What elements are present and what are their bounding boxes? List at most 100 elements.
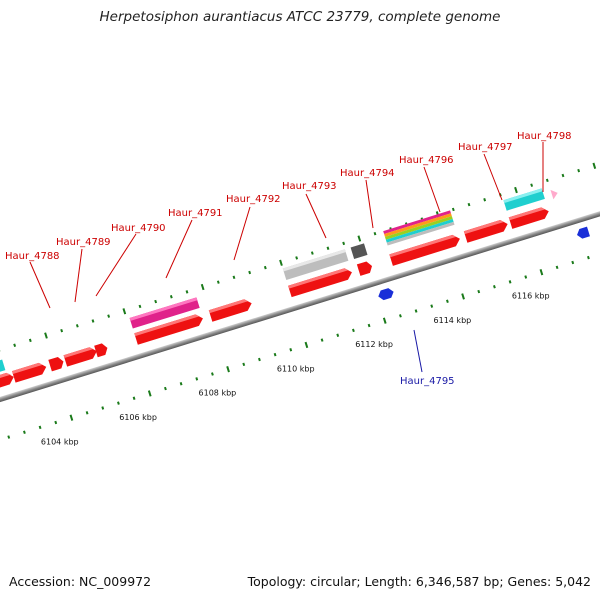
gene-label[interactable]: Haur_4797 — [458, 142, 513, 153]
genome-backbone — [0, 201, 600, 408]
tick-mark — [295, 256, 299, 260]
reverse-cds-arrow[interactable] — [377, 287, 395, 301]
gene-label[interactable]: Haur_4788 — [5, 251, 60, 262]
cds-arrow[interactable] — [356, 260, 374, 276]
tick-mark — [232, 275, 236, 280]
cds-arrow[interactable] — [0, 371, 16, 395]
tick-mark — [373, 231, 377, 236]
scale-label: 6116 kbp — [512, 292, 550, 301]
tick-mark — [477, 289, 481, 294]
tick-mark — [60, 328, 64, 333]
tick-mark — [461, 293, 465, 300]
tick-mark — [483, 197, 487, 202]
genome-track: 6104 kbp 6106 kbp 6108 kbp 6110 kbp 6112… — [0, 162, 600, 447]
tick-mark — [493, 285, 496, 289]
gene-label[interactable]: Haur_4795 — [400, 376, 455, 387]
gene-label[interactable]: Haur_4798 — [517, 131, 572, 142]
tick-mark — [13, 343, 17, 347]
reverse-cds-arrow[interactable] — [576, 226, 590, 240]
cds-arrow[interactable] — [134, 313, 204, 345]
tick-mark — [320, 338, 324, 342]
tick-mark — [430, 304, 434, 308]
callout-line — [233, 206, 251, 261]
tick-mark — [7, 435, 11, 439]
tick-mark — [571, 260, 575, 265]
magenta-feature-highlight — [129, 297, 198, 321]
tick-mark — [289, 348, 293, 352]
callout-line — [483, 153, 503, 201]
tick-mark — [138, 304, 142, 309]
tick-mark — [169, 294, 173, 299]
tick-mark — [342, 241, 346, 246]
gene-label[interactable]: Haur_4792 — [226, 194, 281, 205]
multicolor-feature[interactable] — [383, 210, 455, 246]
tick-mark — [399, 314, 402, 318]
gene-label[interactable]: Haur_4796 — [399, 155, 454, 166]
callout-line — [305, 193, 327, 239]
tick-mark — [226, 366, 230, 373]
tick-mark — [524, 275, 528, 279]
tick-mark — [195, 377, 199, 381]
tick-mark — [446, 299, 449, 304]
gene-label[interactable]: Haur_4791 — [168, 208, 223, 219]
callout-line — [95, 233, 137, 297]
gene-label[interactable]: Haur_4789 — [56, 237, 111, 248]
tick-mark — [117, 401, 120, 405]
tick-mark — [75, 324, 79, 328]
tick-mark — [69, 414, 74, 421]
tick-mark — [101, 406, 105, 410]
tick-mark — [54, 420, 58, 425]
cds-arrow[interactable] — [48, 356, 65, 372]
tick-mark — [185, 290, 189, 294]
pink-feature[interactable] — [550, 188, 559, 200]
tick-mark — [352, 328, 355, 333]
gene-label[interactable]: Haur_4794 — [340, 168, 395, 179]
tick-mark — [44, 332, 48, 339]
tick-mark — [242, 362, 246, 367]
tick-mark — [367, 323, 371, 328]
tick-mark — [248, 270, 252, 275]
callout-line — [423, 166, 441, 213]
cds-arrow[interactable] — [288, 266, 354, 298]
cds-arrow[interactable] — [12, 361, 48, 383]
cds-arrow[interactable] — [208, 298, 254, 322]
tick-mark — [179, 381, 183, 386]
outer-tick-row — [0, 162, 597, 352]
tick-mark — [91, 319, 95, 323]
scale-label: 6112 kbp — [355, 340, 393, 349]
tick-mark — [28, 338, 32, 343]
tick-mark — [467, 202, 471, 207]
tick-mark — [258, 357, 261, 362]
tick-mark — [592, 162, 597, 169]
map-title: Herpetosiphon aurantiacus ATCC 23779, co… — [99, 9, 501, 25]
tick-mark — [132, 396, 136, 401]
scale-label: 6114 kbp — [434, 316, 472, 325]
cds-arrow[interactable] — [389, 233, 461, 266]
magenta-feature[interactable] — [129, 297, 200, 329]
kbp-scale: 6104 kbp 6106 kbp 6108 kbp 6110 kbp 6112… — [41, 292, 550, 447]
scale-label: 6108 kbp — [199, 389, 237, 398]
tick-mark — [263, 265, 267, 270]
genome-summary-text: Topology: circular; Length: 6,346,587 bp… — [247, 574, 591, 589]
gene-label[interactable]: Haur_4790 — [111, 223, 166, 234]
cds-arrow[interactable] — [508, 206, 551, 229]
cds-arrow[interactable] — [63, 345, 99, 367]
dark-gray-feature[interactable] — [350, 243, 368, 259]
gray-feature[interactable] — [282, 249, 349, 280]
tick-mark — [545, 178, 549, 183]
tick-mark — [279, 259, 283, 266]
tick-mark — [414, 309, 418, 313]
scale-label: 6106 kbp — [119, 413, 157, 422]
tick-mark — [539, 269, 544, 276]
tick-mark — [216, 280, 220, 284]
cds-arrow[interactable] — [94, 342, 109, 358]
tick-mark — [200, 283, 205, 291]
gene-label[interactable]: Haur_4793 — [282, 181, 337, 192]
callout-line — [365, 179, 374, 229]
tick-mark — [310, 251, 314, 255]
cyan-feature[interactable] — [503, 188, 545, 211]
cds-arrow[interactable] — [463, 218, 510, 243]
tick-mark — [326, 246, 330, 250]
tick-mark — [107, 314, 111, 318]
